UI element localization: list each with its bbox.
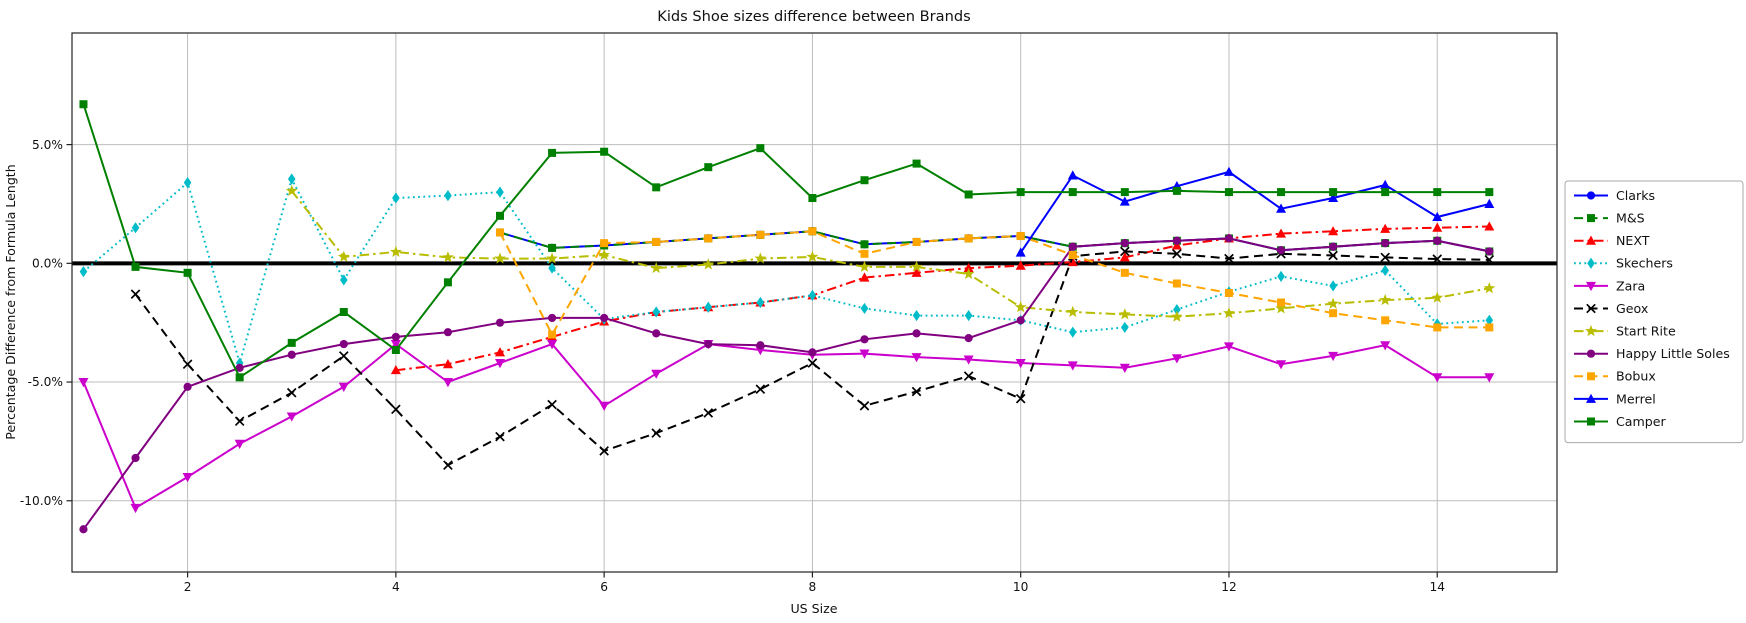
legend-label: Start Rite <box>1616 324 1676 339</box>
legend-item-geox: Geox <box>1574 301 1649 316</box>
legend-label: Happy Little Soles <box>1616 346 1730 361</box>
series-next <box>390 221 1495 375</box>
legend-label: Merrel <box>1616 391 1656 406</box>
series-line <box>82 176 1490 367</box>
x-axis-label: US Size <box>790 601 837 616</box>
series-zara <box>78 340 1495 514</box>
legend-label: Geox <box>1616 301 1649 316</box>
series-line <box>395 225 1490 372</box>
x-tick-label: 14 <box>1429 580 1445 594</box>
legend-box <box>1564 180 1744 444</box>
plot-border <box>71 32 1558 573</box>
chart-title: Kids Shoe sizes difference between Brand… <box>657 8 970 25</box>
x-tick-label: 12 <box>1221 580 1237 594</box>
series-bobux <box>496 227 1494 339</box>
legend-item-m-s: M&S <box>1574 211 1645 226</box>
series-start-rite <box>285 184 1496 322</box>
x-tick-label: 6 <box>600 580 608 594</box>
y-tick-label: 5.0% <box>32 138 63 152</box>
y-tick-label: -10.0% <box>20 494 63 508</box>
y-tick-label: -5.0% <box>28 375 63 389</box>
y-axis-label: Percentage Difference from Formula Lengt… <box>3 164 18 439</box>
legend-label: Zara <box>1616 278 1645 293</box>
x-tick-label: 8 <box>809 580 817 594</box>
legend-label: NEXT <box>1616 233 1650 248</box>
x-tick-label: 4 <box>392 580 400 594</box>
legend-item-skechers: Skechers <box>1574 256 1673 271</box>
legend-label: Skechers <box>1616 256 1673 271</box>
legend-item-bobux: Bobux <box>1574 369 1656 384</box>
series-line <box>290 190 1490 318</box>
series-line <box>82 342 1490 510</box>
legend-label: Camper <box>1616 414 1667 429</box>
legend-item-happy-little-soles: Happy Little Soles <box>1574 346 1730 361</box>
series-line <box>82 103 1490 379</box>
series-merrel <box>1015 166 1495 257</box>
legend-label: Bobux <box>1616 369 1656 384</box>
x-tick-label: 2 <box>184 580 192 594</box>
series-line <box>82 237 1490 530</box>
series-line <box>134 250 1490 467</box>
legend-item-merrel: Merrel <box>1574 391 1656 406</box>
series-camper <box>79 100 1494 382</box>
series-layer <box>78 100 1496 534</box>
legend-label: M&S <box>1616 211 1645 226</box>
y-tick-label: 0.0% <box>32 257 63 271</box>
legend: Clarks M&S NEXT Skechers Zara Geox Start Rite H… <box>1564 180 1744 444</box>
series-line <box>499 230 1490 337</box>
legend-item-camper: Camper <box>1574 414 1667 429</box>
x-tick-label: 10 <box>1013 580 1029 594</box>
axis-ticks: 2 4 6 8 10 12 14 5.0% 0.0% -5.0% -10.0% <box>20 138 1445 594</box>
legend-label: Clarks <box>1616 188 1655 203</box>
series-geox <box>130 246 1495 470</box>
legend-item-start-rite: Start Rite <box>1574 324 1676 339</box>
series-happy-little-soles <box>79 234 1494 534</box>
legend-item-zara: Zara <box>1574 278 1645 293</box>
legend-item-clarks: Clarks <box>1574 188 1655 203</box>
series-skechers <box>79 173 1494 369</box>
series-line <box>1019 170 1490 254</box>
legend-item-next: NEXT <box>1574 233 1650 248</box>
